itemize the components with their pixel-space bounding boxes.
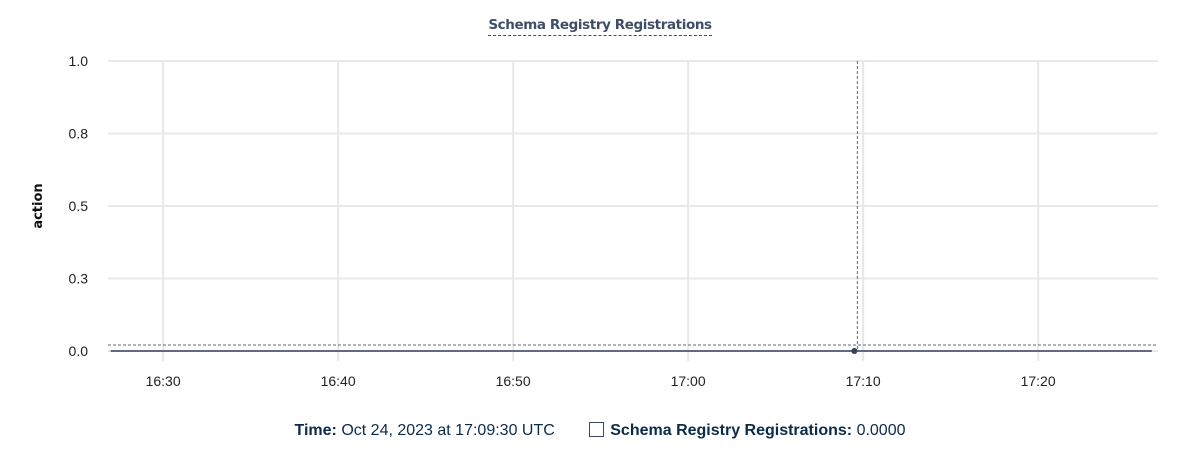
time-value: Oct 24, 2023 at 17:09:30 UTC xyxy=(341,422,555,439)
x-tick-label: 17:10 xyxy=(846,373,881,389)
y-tick-label: 1.0 xyxy=(69,53,89,69)
y-tick-label: 0.0 xyxy=(69,343,89,359)
y-tick-label: 0.5 xyxy=(69,198,89,214)
hover-legend: Time: Oct 24, 2023 at 17:09:30 UTC Schem… xyxy=(0,422,1200,440)
x-tick-label: 16:40 xyxy=(321,373,356,389)
x-tick-label: 17:20 xyxy=(1021,373,1056,389)
y-tick-label: 0.8 xyxy=(69,126,89,142)
y-axis-label: action xyxy=(31,183,46,228)
x-tick-label: 16:50 xyxy=(496,373,531,389)
series-value: 0.0000 xyxy=(856,422,906,439)
time-label: Time: xyxy=(294,422,337,439)
chart-title: Schema Registry Registrations xyxy=(0,16,1200,36)
series-toggle-checkbox[interactable] xyxy=(589,422,605,437)
hover-point xyxy=(851,348,858,354)
x-tick-label: 16:30 xyxy=(146,373,181,389)
y-tick-label: 0.3 xyxy=(69,271,89,287)
x-tick-label: 17:00 xyxy=(671,373,706,389)
series-label: Schema Registry Registrations: xyxy=(610,422,853,439)
